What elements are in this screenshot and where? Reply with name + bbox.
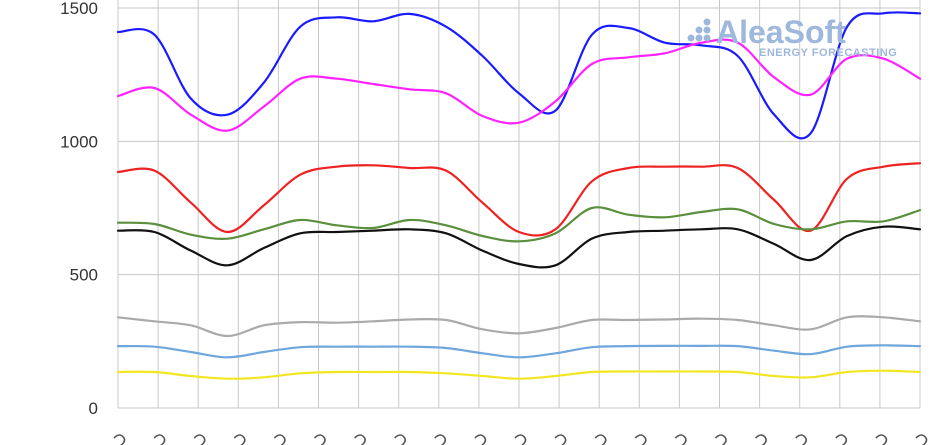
x-tick-label-mark	[273, 434, 286, 445]
x-tick-label-mark	[634, 434, 647, 445]
x-tick-label-mark	[514, 434, 527, 445]
x-tick-label-mark	[594, 434, 607, 445]
series-line-7	[116, 344, 922, 359]
x-tick-label-mark	[394, 434, 406, 445]
x-axis	[113, 434, 928, 445]
y-tick-label: 1500	[60, 0, 98, 18]
x-tick-label-mark	[153, 434, 166, 445]
y-tick-label: 1000	[60, 132, 98, 151]
x-tick-label-mark	[674, 434, 687, 445]
logo-name: AleaSoft	[716, 14, 846, 50]
chart-grid	[117, 0, 921, 409]
x-tick-label-mark	[875, 434, 888, 445]
x-tick-label-mark	[354, 434, 366, 445]
x-tick-label-mark	[554, 434, 567, 445]
x-tick-label-mark	[835, 434, 848, 445]
x-tick-label-mark	[714, 434, 727, 445]
series-line-5	[116, 225, 922, 269]
series-line-8	[116, 369, 922, 380]
x-tick-label-mark	[795, 434, 807, 445]
series-line-4	[116, 206, 922, 243]
series-line-2	[116, 38, 922, 132]
series-layer	[116, 11, 922, 380]
x-tick-label-mark	[434, 434, 447, 445]
x-tick-label-mark	[193, 434, 206, 445]
aleasoft-logo: AleaSoft ENERGY FORECASTING	[687, 14, 897, 59]
series-line-6	[116, 315, 922, 338]
x-tick-label-mark	[233, 434, 246, 445]
logo-dots-icon	[687, 18, 711, 42]
series-line-1	[116, 11, 922, 140]
y-tick-label: 500	[70, 266, 98, 285]
y-axis: 0 500 1000 1500	[60, 0, 98, 418]
x-tick-label-mark	[755, 434, 767, 445]
x-tick-label-mark	[474, 434, 487, 445]
x-tick-label-mark	[313, 434, 326, 445]
y-tick-label: 0	[89, 399, 98, 418]
series-line-3	[116, 162, 922, 237]
logo-tagline: ENERGY FORECASTING	[759, 47, 897, 59]
x-tick-label-mark	[113, 434, 126, 445]
x-tick-label-mark	[915, 434, 928, 445]
